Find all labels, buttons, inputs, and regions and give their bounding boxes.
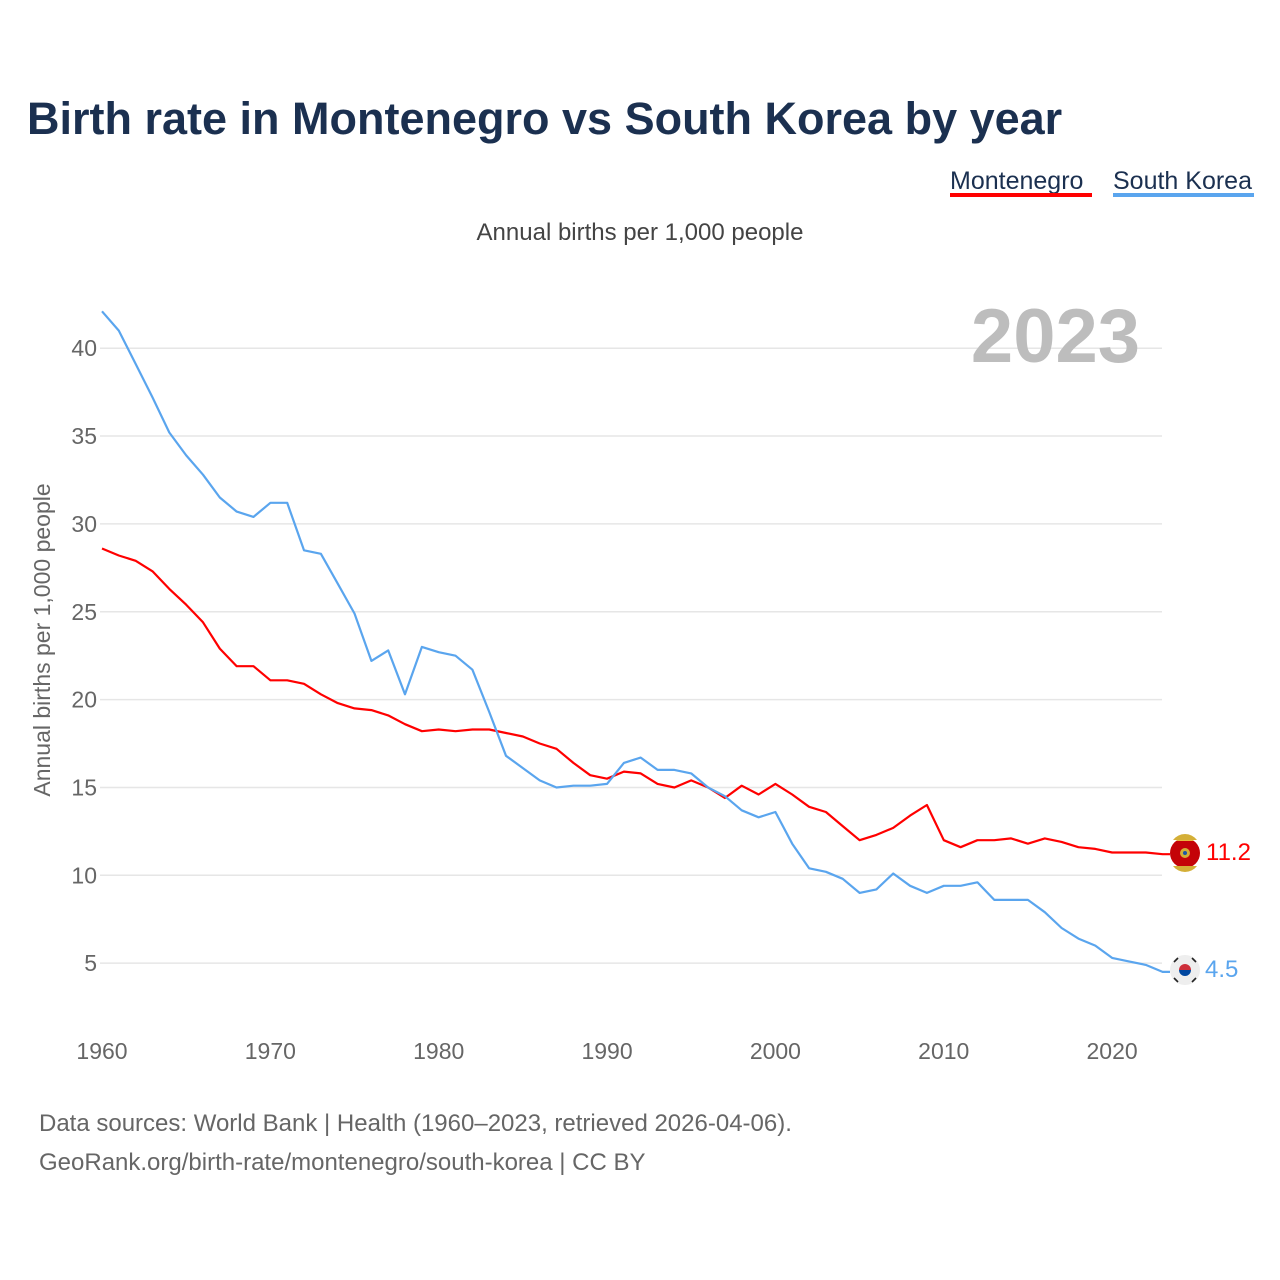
series-line-south-korea[interactable] <box>101 310 1170 974</box>
y-tick-label: 35 <box>71 423 97 449</box>
x-tick-label: 1960 <box>76 1038 127 1064</box>
x-tick-label: 1990 <box>581 1038 632 1064</box>
legend-item-south-korea[interactable]: South Korea <box>1113 167 1254 197</box>
x-tick-label: 2000 <box>750 1038 801 1064</box>
legend-label: South Korea <box>1113 167 1252 195</box>
montenegro-flag-icon <box>1170 834 1200 872</box>
y-axis-ticks: 5 10 15 20 25 30 35 40 <box>71 335 97 976</box>
gridlines <box>100 347 1162 964</box>
chart-title: Birth rate in Montenegro vs South Korea … <box>27 93 1062 144</box>
legend-swatch <box>950 193 1092 197</box>
south-korea-flag-icon <box>1170 955 1200 985</box>
series-lines <box>101 310 1170 974</box>
legend-swatch <box>1113 193 1254 197</box>
footer-source: Data sources: World Bank | Health (1960–… <box>39 1110 792 1137</box>
series-line-montenegro[interactable] <box>101 547 1170 856</box>
y-tick-label: 15 <box>71 774 97 800</box>
legend-item-montenegro[interactable]: Montenegro <box>950 167 1092 197</box>
x-tick-label: 1980 <box>413 1038 464 1064</box>
y-tick-label: 5 <box>84 950 97 976</box>
y-tick-label: 10 <box>71 862 97 888</box>
footer-attribution[interactable]: GeoRank.org/birth-rate/montenegro/south-… <box>39 1149 646 1176</box>
y-tick-label: 30 <box>71 511 97 537</box>
legend: Montenegro South Korea <box>950 167 1254 197</box>
x-tick-label: 1970 <box>245 1038 296 1064</box>
y-tick-label: 20 <box>71 687 97 713</box>
end-value-label-south-korea: 4.5 <box>1205 956 1238 983</box>
y-tick-label: 25 <box>71 599 97 625</box>
current-year-label: 2023 <box>971 294 1140 379</box>
end-value-label-montenegro: 11.2 <box>1206 839 1251 866</box>
legend-label: Montenegro <box>950 167 1083 195</box>
chart-subtitle: Annual births per 1,000 people <box>477 219 804 246</box>
y-tick-label: 40 <box>71 335 97 361</box>
x-axis-ticks: 1960 1970 1980 1990 2000 2010 2020 <box>76 1038 1137 1064</box>
y-axis-label: Annual births per 1,000 people <box>29 483 55 796</box>
x-tick-label: 2020 <box>1087 1038 1138 1064</box>
x-tick-label: 2010 <box>918 1038 969 1064</box>
